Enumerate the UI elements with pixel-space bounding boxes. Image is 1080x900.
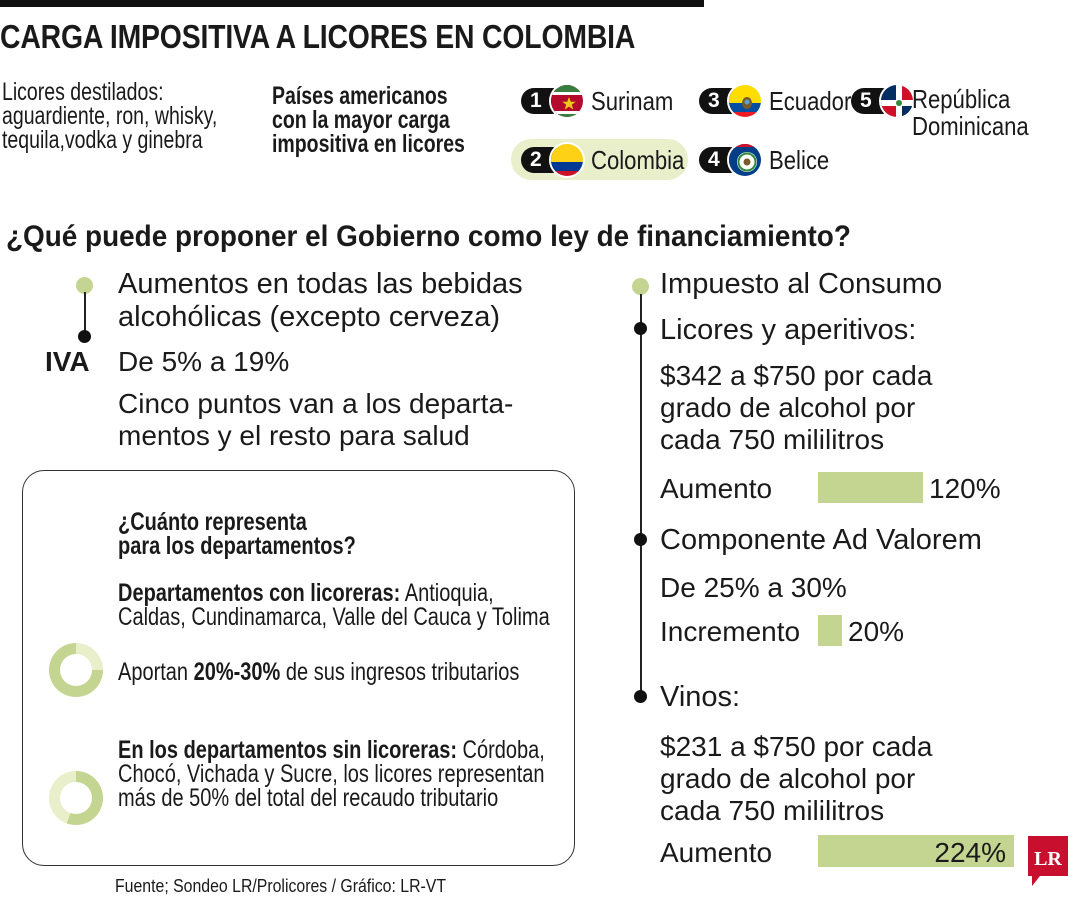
contribution-prefix: Aportan — [118, 658, 194, 686]
donut-chart-icon — [49, 643, 103, 697]
contribution-value: 20%-30% — [193, 658, 281, 686]
left-heading-line: alcohólicas (excepto cerveza) — [118, 301, 501, 333]
country-name: Belice — [769, 144, 830, 175]
licores-label: Licores y aperitivos: — [660, 314, 917, 346]
with-factories-label: Departamentos con licoreras: — [118, 579, 401, 607]
destilados-line: aguardiente, ron, whisky, — [2, 102, 218, 130]
without-factories-line: más de 50% del total del recaudo tributa… — [118, 784, 499, 812]
vinos-label: Vinos: — [660, 681, 741, 713]
country-name-line: Dominicana — [912, 111, 1029, 141]
licores-bar-value: 120% — [929, 473, 1001, 504]
without-factories-line: Chocó, Vichada y Sucre, los licores repr… — [118, 760, 545, 788]
destilados-line: tequila,vodka y ginebra — [2, 126, 203, 154]
svg-text:LR: LR — [1034, 848, 1062, 870]
vinos-bar-value: 224% — [934, 837, 1006, 868]
vinos-text-line: $231 a $750 por cada — [660, 731, 933, 762]
country-name-dominicana: República Dominicana — [912, 84, 1049, 142]
vinos-text: $231 a $750 por cada grado de alcohol po… — [660, 731, 932, 827]
vinos-text-line: cada 750 mililitros — [660, 795, 885, 826]
iva-note: Cinco puntos van a los departa- mentos y… — [118, 388, 513, 452]
with-factories-list: Antioquia, — [400, 579, 494, 607]
source-credit: Fuente; Sondeo LR/Prolicores / Gráfico: … — [115, 876, 447, 896]
consumo-heading: Impuesto al Consumo — [660, 268, 943, 300]
contribution-line: Aportan 20%-30% de sus ingresos tributar… — [118, 656, 620, 689]
country-item: 2 Colombia — [521, 141, 701, 179]
contribution-suffix: de sus ingresos tributarios — [280, 658, 520, 686]
box-heading-line: para los departamentos? — [118, 532, 356, 560]
licores-text-line: $342 a $750 por cada — [660, 360, 933, 391]
ranking-heading-line: Países americanos — [272, 82, 448, 110]
ranking-heading-line: con la mayor carga — [272, 106, 450, 134]
timeline-line — [640, 294, 642, 694]
dominican-republic-flag-icon — [879, 83, 915, 119]
iva-note-line: mentos y el resto para salud — [118, 420, 470, 451]
ranking-heading-line: impositiva en licores — [272, 130, 465, 158]
donut-chart-icon — [49, 771, 103, 825]
without-factories-label: En los departamentos sin licoreras: — [118, 736, 457, 764]
iva-change: De 5% a 19% — [118, 346, 290, 377]
destilados-block: Licores destilados: aguardiente, ron, wh… — [2, 76, 278, 157]
licores-bar-label: Aumento — [660, 473, 773, 504]
bullet-black-dot — [634, 690, 647, 703]
iva-label: IVA — [45, 346, 90, 377]
suriname-flag-icon — [549, 83, 585, 119]
ranking-heading: Países americanos con la mayor carga imp… — [272, 80, 519, 161]
lr-logo: LR — [1028, 836, 1068, 886]
with-factories-line: Caldas, Cundinamarca, Valle del Cauca y … — [118, 603, 550, 631]
contribution-text: Aportan 20%-30% de sus ingresos tributar… — [118, 656, 519, 689]
country-name-line: República — [912, 84, 1011, 114]
top-rule — [0, 0, 704, 7]
advalorem-bar-label: Incremento — [660, 616, 801, 647]
without-factories-text: Córdoba, — [457, 736, 545, 764]
country-item: 3 Ecuador — [699, 82, 866, 120]
bullet-black-dot — [78, 330, 91, 343]
country-name: Surinam — [591, 85, 674, 116]
country-item: 1 Surinam — [521, 82, 688, 120]
with-factories-line: Departamentos con licoreras: Antioquia, — [118, 577, 494, 610]
country-item: 4 Belice — [699, 141, 840, 179]
main-title: CARGA IMPOSITIVA A LICORES EN COLOMBIA — [0, 18, 636, 55]
vinos-bar-label: Aumento — [660, 837, 773, 868]
colombia-flag-icon — [549, 142, 585, 178]
bullet-green-dot — [76, 277, 93, 294]
country-name: Colombia — [591, 144, 685, 175]
without-factories-line: En los departamentos sin licoreras: Córd… — [118, 734, 545, 767]
box-heading-line: ¿Cuánto representa — [118, 508, 307, 536]
licores-increase-bar — [818, 472, 923, 503]
licores-text-line: grado de alcohol por — [660, 392, 916, 423]
belize-flag-icon — [727, 142, 763, 178]
ecuador-flag-icon — [727, 83, 763, 119]
advalorem-bar-value: 20% — [848, 616, 905, 647]
without-factories-block: En los departamentos sin licoreras: Córd… — [118, 734, 652, 815]
advalorem-text: De 25% a 30% — [660, 572, 847, 603]
left-heading: Aumentos en todas las bebidas alcohólica… — [118, 268, 523, 334]
advalorem-label: Componente Ad Valorem — [660, 524, 982, 556]
bullet-green-dot — [632, 278, 649, 295]
licores-text: $342 a $750 por cada grado de alcohol po… — [660, 360, 932, 456]
departments-box — [22, 470, 575, 866]
bullet-black-dot — [634, 322, 647, 335]
vinos-increase-bar — [818, 835, 1014, 867]
vinos-text-line: grado de alcohol por — [660, 763, 916, 794]
advalorem-increase-bar — [818, 615, 842, 646]
left-heading-line: Aumentos en todas las bebidas — [118, 268, 523, 300]
country-item: 5 — [851, 82, 915, 120]
country-name: Ecuador — [769, 85, 852, 116]
licores-text-line: cada 750 mililitros — [660, 424, 885, 455]
timeline-line — [84, 292, 86, 334]
section-question: ¿Qué puede proponer el Gobierno como ley… — [6, 220, 851, 253]
with-factories-block: Departamentos con licoreras: Antioquia, … — [118, 577, 658, 634]
destilados-line: Licores destilados: — [2, 78, 164, 106]
box-heading: ¿Cuánto representa para los departamento… — [118, 506, 415, 563]
bullet-black-dot — [634, 533, 647, 546]
iva-note-line: Cinco puntos van a los departa- — [118, 388, 514, 419]
